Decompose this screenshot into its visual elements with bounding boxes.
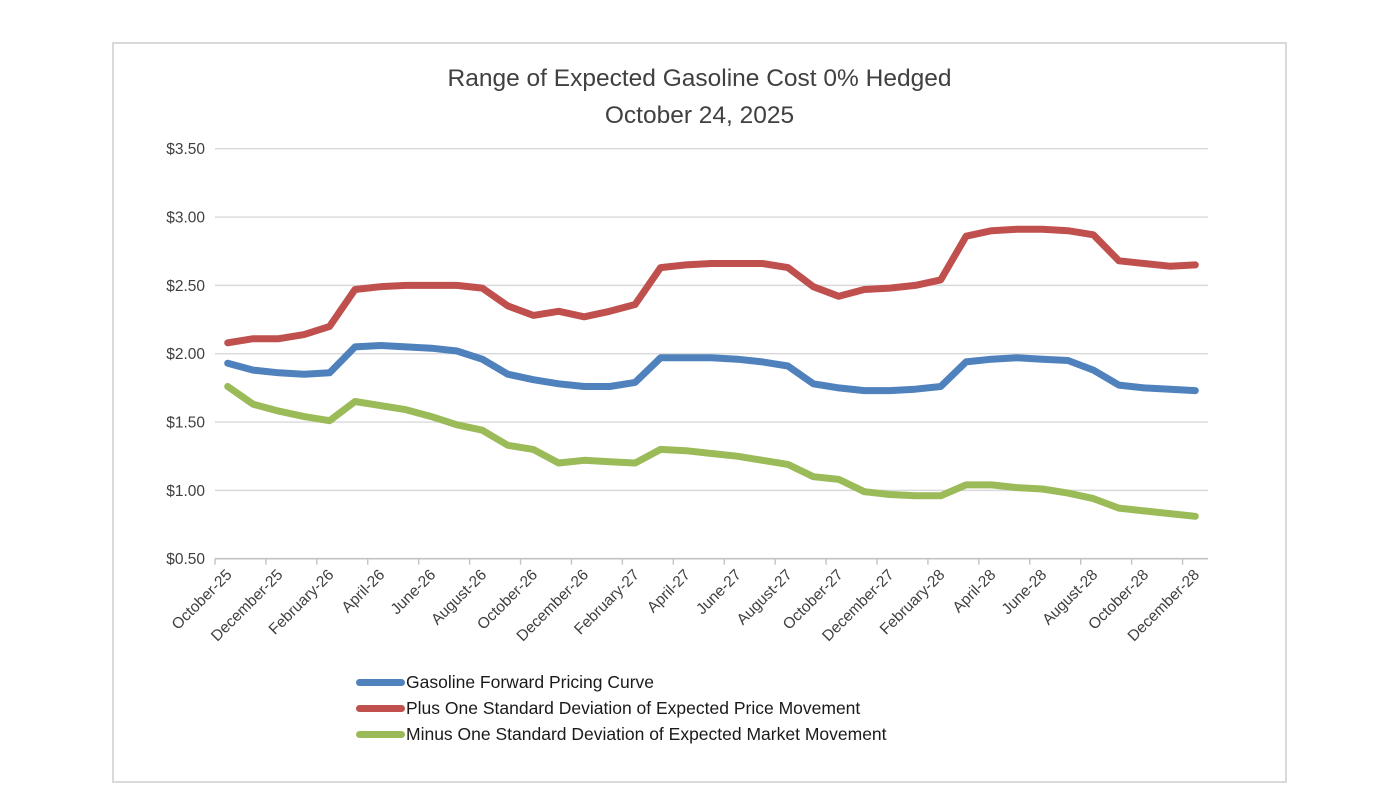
- legend-label: Minus One Standard Deviation of Expected…: [406, 723, 887, 744]
- y-axis-tick-label: $2.00: [166, 346, 205, 363]
- legend-item: Gasoline Forward Pricing Curve: [356, 669, 887, 695]
- legend: Gasoline Forward Pricing Curve Plus One …: [356, 669, 887, 747]
- series-line-0: [224, 342, 1199, 395]
- legend-swatch-blue: [356, 678, 405, 686]
- y-axis-tick-label: $3.00: [166, 210, 205, 227]
- plot-svg: $0.50$1.00$1.50$2.00$2.50$3.00$3.50Octob…: [166, 141, 1208, 645]
- legend-swatch-green: [356, 730, 405, 738]
- x-axis-tick-label: April-28: [950, 567, 1000, 617]
- chart-title-line1: Range of Expected Gasoline Cost 0% Hedge…: [447, 65, 952, 92]
- legend-item: Minus One Standard Deviation of Expected…: [356, 721, 887, 747]
- y-axis-tick-label: $3.50: [166, 141, 205, 158]
- y-axis-tick-label: $2.50: [166, 278, 205, 295]
- chart-title: Range of Expected Gasoline Cost 0% Hedge…: [114, 60, 1285, 134]
- x-axis-tick-label: June-27: [693, 567, 745, 619]
- x-axis-tick-label: June-28: [999, 567, 1051, 619]
- chart-frame: $0.50 $1.00 $1.50 $2.00 $2.50 $3.00 $3.50 Octob…: [112, 42, 1287, 783]
- y-axis-tick-label: $1.50: [166, 415, 205, 432]
- legend-swatch-red: [356, 704, 405, 712]
- x-axis-tick-label: April-27: [644, 567, 694, 617]
- series-line-2: [224, 383, 1199, 520]
- legend-label: Gasoline Forward Pricing Curve: [406, 671, 655, 692]
- x-axis-tick-label: April-26: [339, 567, 389, 617]
- x-axis-tick-label: June-26: [388, 567, 440, 619]
- chart-title-line2: October 24, 2025: [604, 102, 795, 129]
- y-axis-tick-label: $0.50: [166, 551, 205, 568]
- legend-item: Plus One Standard Deviation of Expected …: [356, 695, 887, 721]
- series-line-1: [224, 225, 1199, 347]
- y-axis-tick-label: $1.00: [166, 483, 205, 500]
- legend-label: Plus One Standard Deviation of Expected …: [406, 697, 861, 718]
